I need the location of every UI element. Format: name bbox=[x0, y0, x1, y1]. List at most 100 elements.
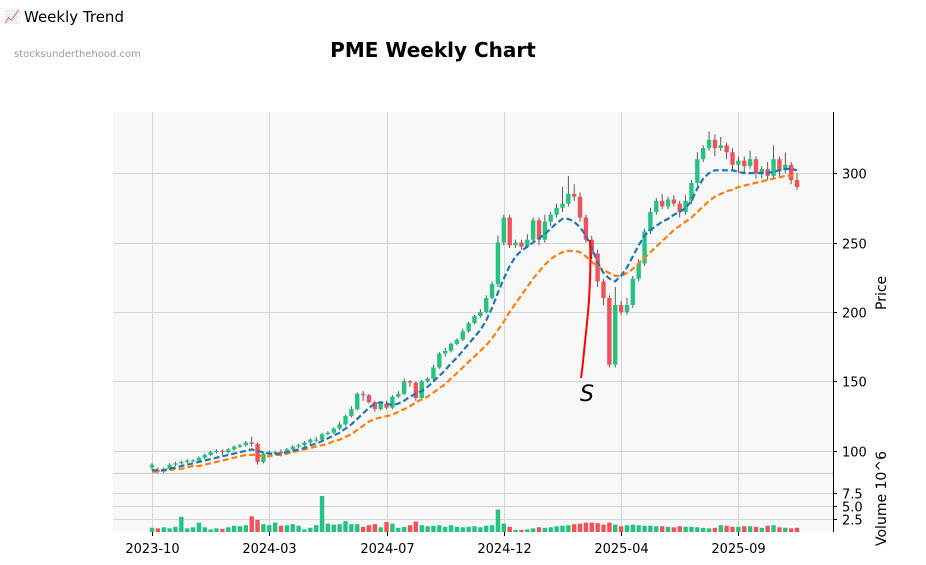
volume-axis-label: Volume 10^6 bbox=[874, 451, 890, 546]
candle-body bbox=[513, 242, 518, 246]
candle-body bbox=[724, 145, 729, 153]
candle-body bbox=[566, 193, 571, 204]
candle-body bbox=[484, 298, 489, 312]
volume-bar bbox=[460, 527, 465, 532]
volume-tick-label: 7.5 bbox=[842, 488, 863, 503]
candle-body bbox=[695, 159, 700, 183]
volume-bar bbox=[495, 509, 501, 532]
candle-body bbox=[624, 304, 630, 312]
volume-bar bbox=[706, 528, 712, 532]
candle-body bbox=[571, 193, 577, 197]
candle-body bbox=[460, 331, 465, 340]
candle-body bbox=[601, 281, 606, 299]
candle-body bbox=[331, 428, 336, 433]
candle-body bbox=[167, 464, 172, 469]
volume-bar bbox=[360, 526, 366, 532]
candle-body bbox=[313, 439, 319, 441]
volume-bar bbox=[184, 528, 190, 532]
candle-body bbox=[237, 445, 243, 447]
candle-body bbox=[337, 424, 342, 429]
volume-bar bbox=[683, 526, 688, 532]
x-tick-label: 2025-09 bbox=[711, 542, 765, 557]
annotation-label: S bbox=[580, 382, 594, 407]
candle-body bbox=[431, 367, 436, 379]
volume-bar bbox=[278, 525, 284, 532]
volume-bar bbox=[724, 525, 729, 532]
candle-body bbox=[613, 304, 618, 365]
volume-bar bbox=[636, 525, 641, 532]
candle-body bbox=[783, 164, 788, 171]
volume-bar bbox=[536, 527, 542, 532]
volume-bar bbox=[642, 525, 647, 532]
candle-body bbox=[607, 298, 612, 365]
candle-body bbox=[542, 221, 548, 240]
candle-body bbox=[413, 382, 419, 399]
y-tick-label: 300 bbox=[842, 168, 867, 183]
volume-bar bbox=[190, 527, 196, 532]
candle-body bbox=[255, 443, 260, 462]
volume-bar bbox=[390, 523, 395, 532]
volume-tick-label: 5.0 bbox=[842, 501, 863, 516]
candle-body bbox=[243, 442, 249, 446]
candle-body bbox=[525, 239, 530, 247]
candle-body bbox=[771, 159, 776, 176]
candle-body bbox=[560, 203, 565, 208]
candle-body bbox=[425, 378, 430, 382]
candle-body bbox=[149, 464, 155, 468]
volume-bar bbox=[654, 526, 659, 532]
candle-body bbox=[507, 217, 512, 246]
volume-bar bbox=[267, 525, 272, 532]
candle-body bbox=[319, 434, 325, 440]
volume-bar bbox=[325, 523, 331, 532]
volume-bar bbox=[237, 526, 243, 532]
candle-body bbox=[548, 214, 553, 222]
volume-bar bbox=[296, 525, 301, 532]
annotation-stroke bbox=[580, 239, 592, 379]
volume-bar bbox=[290, 524, 295, 532]
candle-body bbox=[442, 350, 448, 354]
candles bbox=[149, 131, 800, 473]
candle-body bbox=[231, 446, 237, 450]
candle-body bbox=[448, 343, 454, 351]
volume-bar bbox=[337, 524, 342, 532]
candle-body bbox=[472, 316, 477, 324]
candle-body bbox=[777, 159, 782, 171]
candle-body bbox=[390, 396, 395, 408]
candle-body bbox=[730, 152, 735, 165]
candle-body bbox=[495, 242, 501, 285]
candle-body bbox=[261, 453, 266, 462]
volume-bar bbox=[454, 526, 460, 532]
volume-bar bbox=[765, 525, 770, 532]
candle-body bbox=[742, 160, 747, 167]
candle-body bbox=[700, 148, 706, 160]
volume-bar bbox=[601, 524, 606, 532]
volume-bar bbox=[431, 525, 436, 532]
candle-body bbox=[712, 139, 718, 149]
volume-bars bbox=[149, 495, 800, 532]
volume-bar bbox=[349, 524, 354, 532]
candle-body bbox=[466, 323, 471, 332]
volume-bar bbox=[319, 495, 325, 532]
candle-body bbox=[407, 381, 413, 383]
x-tick-label: 2023-10 bbox=[125, 542, 179, 557]
volume-bar bbox=[284, 525, 290, 532]
candle-body bbox=[454, 339, 460, 344]
chart-increasing-icon: 📈 bbox=[4, 9, 21, 25]
volume-bar bbox=[554, 526, 559, 532]
volume-bar bbox=[173, 526, 178, 532]
volume-bar bbox=[583, 522, 589, 532]
y-tick-label: 100 bbox=[842, 446, 867, 461]
volume-bar bbox=[302, 529, 307, 532]
volume-bar bbox=[501, 523, 507, 532]
x-tick-label: 2025-04 bbox=[594, 542, 648, 557]
volume-bar bbox=[472, 526, 477, 532]
volume-bar bbox=[448, 525, 454, 532]
candle-body bbox=[360, 393, 366, 396]
candle-body bbox=[489, 284, 495, 299]
volume-bar bbox=[700, 527, 706, 532]
candle-body bbox=[296, 445, 301, 447]
x-tick-label: 2024-12 bbox=[477, 542, 531, 557]
candle-body bbox=[577, 196, 583, 218]
volume-bar bbox=[630, 524, 636, 532]
